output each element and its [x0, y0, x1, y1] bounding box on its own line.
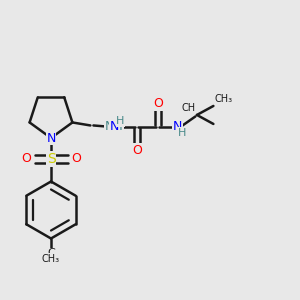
Text: N: N — [173, 121, 182, 134]
Text: H: H — [178, 128, 186, 138]
Text: CH: CH — [181, 103, 195, 113]
Text: O: O — [71, 152, 81, 166]
Text: N: N — [110, 121, 119, 134]
Text: O: O — [21, 152, 31, 166]
Text: O: O — [153, 98, 163, 110]
Text: H: H — [116, 116, 124, 126]
Text: CH₃: CH₃ — [42, 254, 60, 263]
Text: CH₃: CH₃ — [215, 94, 233, 104]
Text: NH: NH — [105, 121, 124, 134]
Text: N: N — [46, 131, 56, 145]
Text: C: C — [47, 248, 55, 259]
Text: S: S — [46, 152, 56, 166]
Text: O: O — [132, 144, 142, 157]
